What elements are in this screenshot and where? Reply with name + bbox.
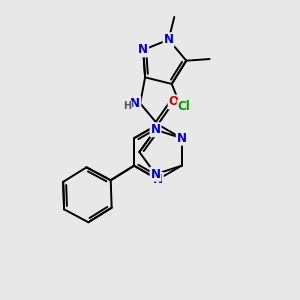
Text: H: H bbox=[123, 101, 131, 111]
Text: N: N bbox=[177, 132, 187, 145]
Text: N: N bbox=[164, 33, 174, 46]
Text: N: N bbox=[138, 44, 148, 56]
Text: O: O bbox=[169, 95, 178, 109]
Text: Cl: Cl bbox=[178, 100, 190, 113]
Text: N: N bbox=[130, 97, 140, 110]
Text: N: N bbox=[153, 173, 163, 186]
Text: N: N bbox=[151, 168, 160, 181]
Text: N: N bbox=[151, 123, 160, 136]
